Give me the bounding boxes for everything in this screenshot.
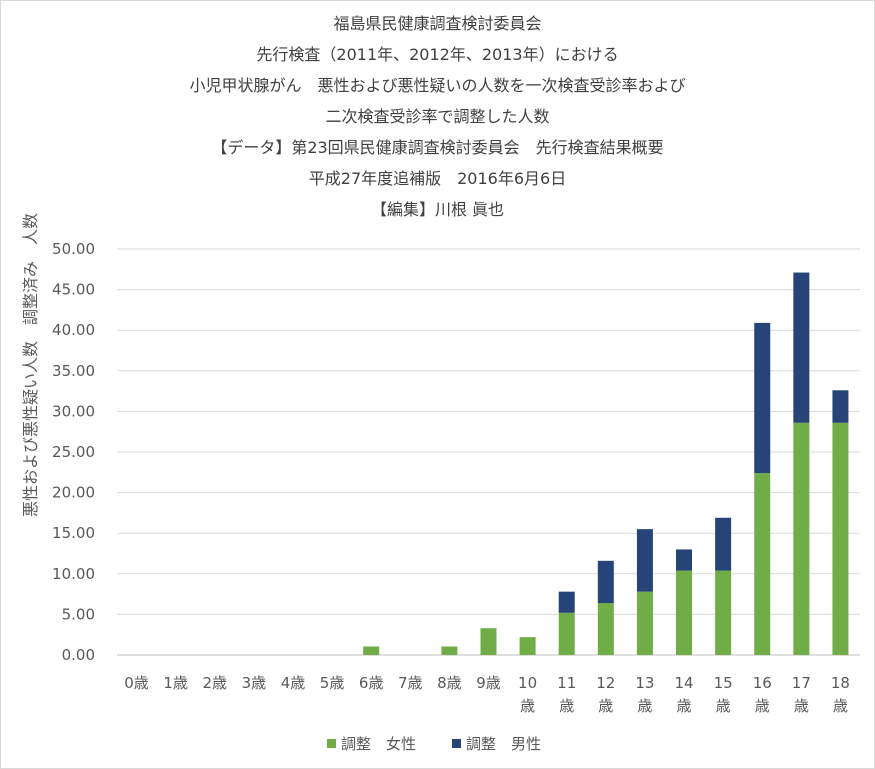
x-tick-label: 1歳	[163, 674, 188, 692]
title-line: 【編集】川根 眞也	[370, 200, 505, 219]
x-axis-ticks: 0歳 1歳 2歳 3歳 4歳 5歳 6歳 7歳 8歳 9歳 10 歳 11 歳 12 歳 13 歳 14 歳 15 歳 16…	[124, 674, 850, 715]
bar-segment-male	[558, 591, 575, 613]
x-tick-label: 11 歳	[557, 674, 576, 715]
bar-segment-female	[519, 637, 536, 655]
title-line: 先行検査（2011年、2012年、2013年）における	[256, 45, 619, 64]
chart-title: 福島県民健康調査検討委員会 先行検査（2011年、2012年、2013年）におけ…	[0, 8, 875, 225]
x-tick-label: 18 歳	[831, 674, 850, 715]
y-axis-ticks: 0.00 5.00 10.00 15.00 20.00 25.00 30.00 35.00 40…	[52, 240, 95, 664]
bar-segment-male	[832, 390, 849, 423]
bar-segment-female	[636, 591, 653, 655]
title-line: 福島県民健康調査検討委員会	[333, 14, 542, 33]
y-tick-label: 45.00	[52, 281, 95, 299]
y-tick-label: 25.00	[52, 443, 95, 461]
bar-segment-male	[676, 549, 693, 571]
bar-segment-female	[363, 646, 380, 655]
legend-swatch	[327, 739, 336, 748]
bar-segment-female	[793, 422, 810, 655]
x-tick-label: 13 歳	[635, 674, 654, 715]
x-tick-label: 9歳	[476, 674, 501, 692]
x-tick-label: 7歳	[398, 674, 423, 692]
bar-segment-male	[793, 272, 810, 423]
bar-segment-female	[832, 422, 849, 655]
bar-segment-male	[754, 322, 771, 474]
title-line: 二次検査受診率で調整した人数	[325, 107, 550, 126]
y-tick-label: 30.00	[52, 402, 95, 420]
bar-segment-female	[558, 612, 575, 655]
y-tick-label: 0.00	[62, 646, 95, 664]
x-tick-label: 15 歳	[714, 674, 733, 715]
legend: 調整 女性 調整 男性	[327, 735, 541, 753]
y-tick-label: 40.00	[52, 321, 95, 339]
title-line: 平成27年度追補版 2016年6月6日	[308, 169, 567, 188]
legend-swatch	[452, 739, 461, 748]
title-line: 小児甲状腺がん 悪性および悪性疑いの人数を一次検査受診率および	[189, 76, 686, 95]
x-tick-label: 10 歳	[518, 674, 537, 715]
bar-segment-male	[597, 560, 614, 604]
gridlines	[117, 248, 860, 656]
y-tick-label: 15.00	[52, 524, 95, 542]
x-tick-label: 0歳	[124, 674, 149, 692]
x-tick-label: 4歳	[281, 674, 306, 692]
bar-segment-female	[480, 628, 497, 655]
y-tick-label: 35.00	[52, 362, 95, 380]
x-tick-label: 14 歳	[674, 674, 693, 715]
x-tick-label: 5歳	[320, 674, 345, 692]
bar-segment-female	[676, 570, 693, 655]
x-tick-label: 3歳	[242, 674, 267, 692]
x-tick-label: 16 歳	[753, 674, 772, 715]
title-line: 【データ】第23回県民健康調査検討委員会 先行検査結果概要	[211, 138, 664, 157]
x-tick-label: 6歳	[359, 674, 384, 692]
y-tick-label: 10.00	[52, 565, 95, 583]
x-tick-label: 12 歳	[596, 674, 615, 715]
y-tick-label: 50.00	[52, 240, 95, 258]
bars	[363, 272, 849, 655]
x-tick-label: 2歳	[202, 674, 227, 692]
y-tick-label: 20.00	[52, 484, 95, 502]
x-tick-label: 8歳	[437, 674, 462, 692]
y-axis-label: 悪性および悪性疑い人数 調整済み 人数	[21, 213, 40, 517]
legend-label: 調整 女性	[341, 735, 416, 753]
legend-label: 調整 男性	[466, 735, 541, 753]
bar-segment-female	[754, 473, 771, 655]
bar-segment-male	[636, 529, 653, 592]
x-tick-label: 17 歳	[792, 674, 811, 715]
bar-segment-male	[715, 517, 732, 571]
bar-segment-female	[715, 570, 732, 655]
bar-segment-female	[597, 603, 614, 655]
y-tick-label: 5.00	[62, 605, 95, 623]
bar-segment-female	[441, 646, 458, 655]
